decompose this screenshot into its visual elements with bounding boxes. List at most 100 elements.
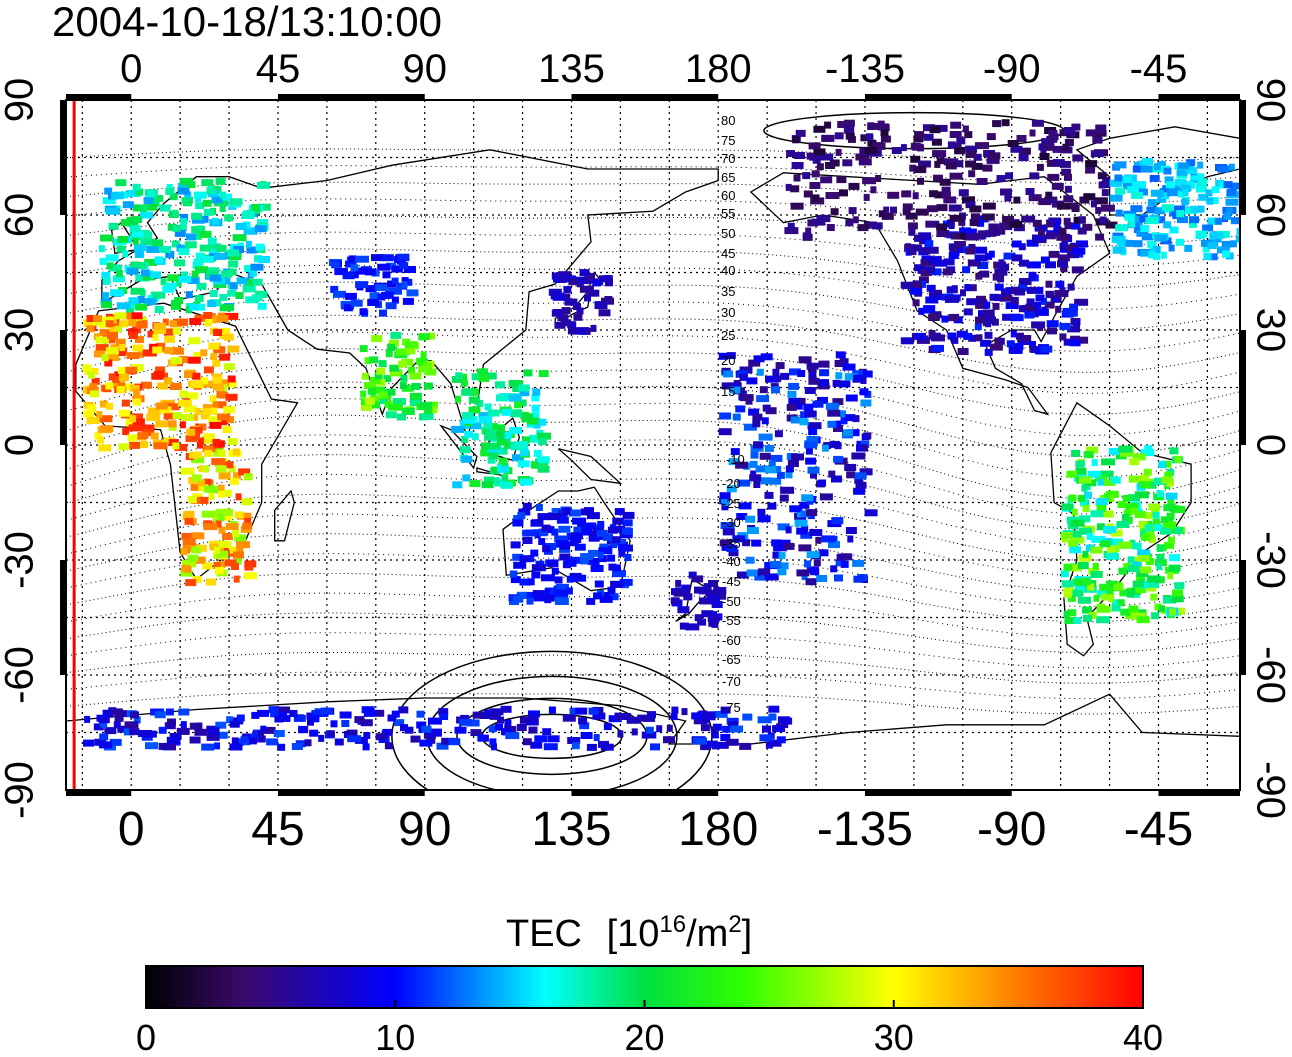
tec-cell bbox=[789, 505, 803, 513]
tec-cell bbox=[461, 455, 473, 463]
tec-cell bbox=[597, 520, 605, 528]
tec-cell bbox=[948, 222, 955, 230]
tec-cell bbox=[182, 560, 196, 568]
tec-cell bbox=[559, 553, 571, 561]
tec-cell bbox=[853, 575, 865, 583]
tec-cell bbox=[818, 549, 829, 557]
tec-cell bbox=[728, 549, 739, 557]
tec-cell bbox=[531, 394, 540, 402]
tec-cell bbox=[252, 278, 263, 286]
tec-cell bbox=[941, 191, 951, 199]
tec-cell bbox=[981, 213, 995, 221]
tec-cell bbox=[921, 255, 933, 263]
tec-cell bbox=[780, 486, 795, 494]
tec-cell bbox=[1018, 154, 1029, 162]
tec-cell bbox=[392, 398, 406, 405]
tec-cell bbox=[1132, 453, 1146, 461]
tec-cell bbox=[235, 493, 242, 501]
tec-cell bbox=[1125, 239, 1135, 247]
tec-cell bbox=[420, 351, 427, 359]
tec-cell bbox=[1133, 240, 1143, 248]
tec-cell bbox=[120, 383, 134, 391]
tec-cell bbox=[1171, 595, 1184, 603]
tec-cell bbox=[1014, 343, 1024, 351]
tec-cell bbox=[1105, 580, 1118, 588]
tec-cell bbox=[172, 442, 180, 450]
tec-cell bbox=[708, 711, 716, 719]
tec-cell bbox=[533, 519, 543, 527]
lon-tick-label: 90 bbox=[398, 803, 451, 856]
tec-cell bbox=[985, 252, 993, 260]
tec-cell bbox=[396, 348, 410, 356]
tec-cell bbox=[428, 332, 436, 340]
tec-cell bbox=[129, 728, 140, 736]
tec-cell bbox=[177, 187, 190, 195]
tec-cell bbox=[728, 458, 740, 466]
tec-cell bbox=[1147, 240, 1157, 248]
tec-cell bbox=[580, 553, 594, 561]
tec-cell bbox=[720, 496, 729, 504]
tec-cell bbox=[1075, 467, 1087, 475]
tec-cell bbox=[84, 715, 91, 723]
tec-cell bbox=[573, 526, 582, 534]
tec-cell bbox=[276, 706, 291, 714]
tec-cell bbox=[488, 725, 497, 733]
tec-cell bbox=[143, 298, 157, 306]
tec-cell bbox=[1002, 293, 1011, 301]
tec-cell bbox=[912, 244, 923, 252]
tec-cell bbox=[711, 731, 719, 739]
tec-cell bbox=[1016, 135, 1027, 142]
tec-cell bbox=[950, 121, 962, 129]
contour-label-south: -10 bbox=[726, 452, 745, 467]
frame-bar-bottom bbox=[1158, 790, 1240, 796]
tec-cell bbox=[122, 428, 130, 436]
tec-cell bbox=[1064, 185, 1072, 193]
tec-cell bbox=[785, 183, 792, 191]
tec-cell bbox=[512, 553, 524, 561]
tec-cell bbox=[496, 394, 508, 402]
lat-tick-label: 90 bbox=[1248, 78, 1292, 123]
tec-cell bbox=[187, 356, 201, 364]
tec-cell bbox=[1132, 580, 1144, 588]
tec-cell bbox=[374, 372, 383, 379]
tec-cell bbox=[192, 372, 201, 380]
tec-cell bbox=[810, 471, 817, 479]
tec-cell bbox=[260, 725, 267, 733]
tec-cell bbox=[843, 124, 854, 132]
tec-cell bbox=[159, 204, 171, 212]
lat-tick-label: -90 bbox=[1248, 761, 1292, 819]
tec-cell bbox=[548, 706, 556, 714]
tec-cell bbox=[129, 415, 137, 423]
tec-cell bbox=[1068, 494, 1077, 502]
tec-cell bbox=[1057, 254, 1070, 262]
tec-cell bbox=[622, 519, 633, 527]
tec-cell bbox=[251, 711, 260, 719]
tec-cell bbox=[1202, 224, 1214, 232]
tec-cell bbox=[196, 303, 206, 311]
tec-cell bbox=[213, 329, 223, 336]
tec-cell bbox=[1046, 320, 1059, 328]
tec-cell bbox=[1146, 206, 1158, 214]
tec-cell bbox=[212, 186, 222, 194]
tec-cell bbox=[950, 232, 960, 240]
contour-label-north: 45 bbox=[721, 246, 735, 261]
tec-cell bbox=[1060, 160, 1071, 168]
tec-cell bbox=[854, 476, 864, 484]
tec-cell bbox=[918, 276, 929, 284]
tec-cell bbox=[554, 535, 569, 543]
tec-cell bbox=[758, 568, 771, 576]
tec-cell bbox=[878, 210, 886, 218]
tec-cell bbox=[255, 243, 265, 251]
tec-cell bbox=[1180, 185, 1191, 192]
tec-cell bbox=[737, 479, 751, 487]
frame-bar-top bbox=[66, 94, 132, 100]
tec-cell bbox=[203, 433, 215, 441]
tec-cell bbox=[792, 136, 800, 144]
tec-cell bbox=[1195, 185, 1207, 193]
tec-cell bbox=[178, 708, 190, 716]
tec-cell bbox=[365, 285, 377, 293]
tec-cell bbox=[245, 279, 254, 287]
tec-cell bbox=[179, 356, 188, 363]
tec-cell bbox=[140, 381, 152, 389]
tec-cell bbox=[165, 187, 175, 195]
